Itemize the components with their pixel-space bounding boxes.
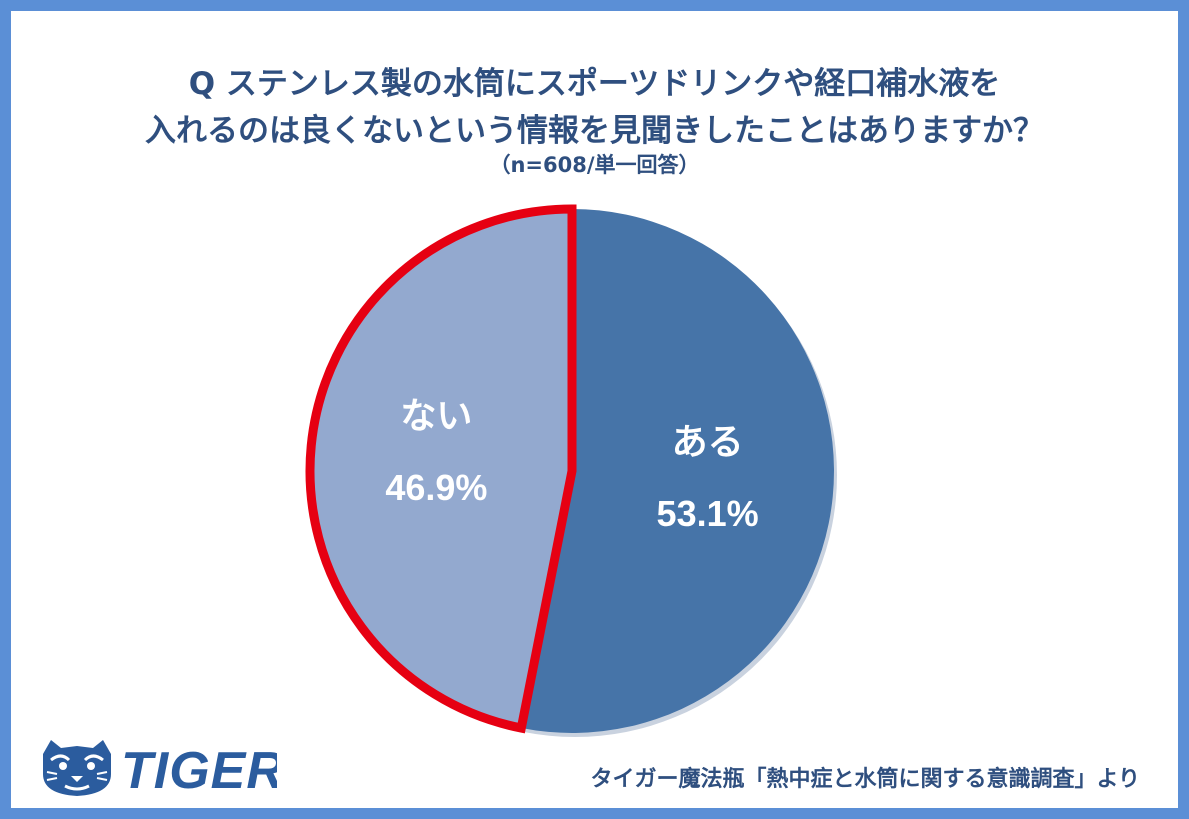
chart-title-line-2: 入れるのは良くないという情報を見聞きしたことはありますか？ — [145, 113, 1044, 149]
chart-title-line-1: Q ステンレス製の水筒にスポーツドリンクや経口補水液を — [188, 66, 1001, 102]
slice-value-2: 46.9% — [385, 467, 487, 508]
slice-label-1: ある — [672, 422, 744, 463]
tiger-logo: TIGER — [43, 740, 277, 800]
pie-chart: ある 53.1% ない 46.9% — [305, 204, 837, 737]
logo-text: TIGER — [121, 742, 277, 800]
slice-label-2: ない — [400, 396, 472, 437]
pie-slice-2 — [309, 209, 572, 729]
pie-slice-1 — [521, 209, 834, 733]
source-note: タイガー魔法瓶「熱中症と水筒に関する意識調査」より — [590, 767, 1140, 792]
chart-subtitle: （n=608/単一回答） — [489, 153, 700, 177]
pie-slice-2-highlight-outline — [305, 204, 577, 734]
tiger-head-icon — [43, 740, 111, 796]
slice-value-1: 53.1% — [657, 493, 759, 534]
